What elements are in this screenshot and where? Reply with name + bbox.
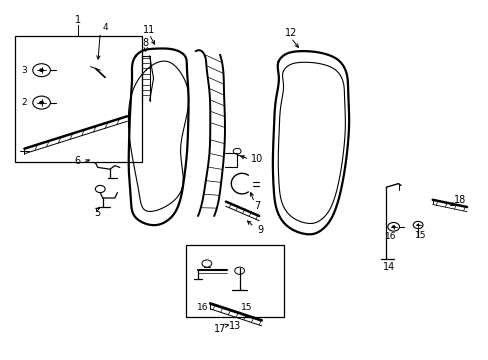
Text: 13: 13 [228,321,241,331]
Bar [15,36,142,162]
Text: 11: 11 [142,25,155,35]
Bar [185,245,283,317]
Circle shape [39,101,44,104]
Text: 7: 7 [254,201,260,211]
Circle shape [39,68,44,72]
Text: 18: 18 [452,195,465,205]
Text: 2: 2 [21,98,27,107]
Text: 6: 6 [74,156,80,166]
Text: 9: 9 [257,225,263,235]
Text: 12: 12 [284,28,297,38]
Text: 14: 14 [382,262,394,272]
Text: 16: 16 [385,233,396,242]
Circle shape [416,224,419,226]
Text: 3: 3 [21,66,27,75]
Text: 15: 15 [241,303,252,312]
Text: 4: 4 [102,22,108,31]
Text: 1: 1 [75,15,81,25]
Text: 10: 10 [250,154,263,164]
Text: 15: 15 [414,231,426,240]
Text: 8: 8 [142,38,148,48]
Circle shape [391,225,395,228]
Text: 16: 16 [197,303,208,312]
Text: 17: 17 [213,324,226,334]
Text: 5: 5 [95,208,101,218]
